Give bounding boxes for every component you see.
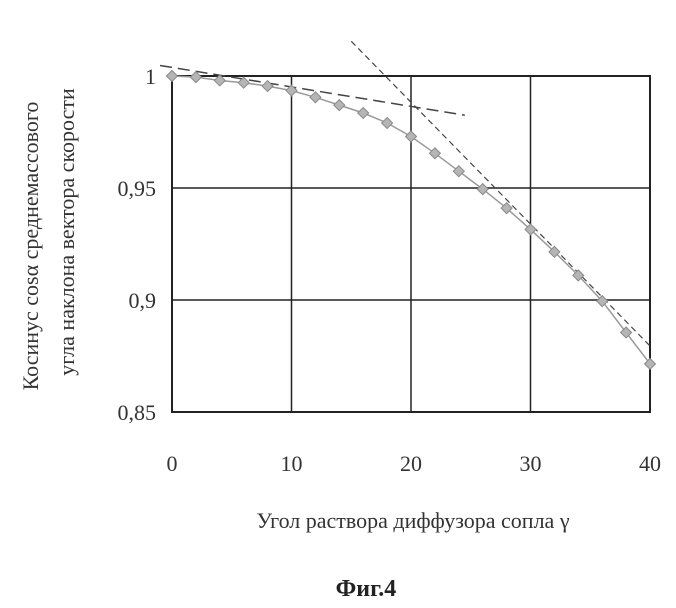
data-point-7 — [334, 100, 345, 111]
data-point-8 — [358, 107, 369, 118]
x-tick-label-1: 10 — [281, 451, 303, 476]
x-tick-label-4: 40 — [639, 451, 661, 476]
y-tick-label-0: 0,85 — [118, 400, 157, 425]
data-point-9 — [382, 118, 393, 129]
data-point-11 — [429, 148, 440, 159]
plot-grid — [172, 76, 650, 412]
y-axis-title-line-1: Косинус cosα среднемассового — [18, 102, 43, 391]
y-tick-label-3: 1 — [145, 64, 156, 89]
y-tick-labels: 0,85 0,9 0,95 1 — [118, 64, 157, 425]
y-tick-label-2: 0,95 — [118, 176, 157, 201]
tangent-line-1 — [160, 65, 465, 115]
x-axis-title: Угол раствора диффузора сопла γ — [256, 508, 569, 533]
data-point-0 — [167, 71, 178, 82]
x-tick-label-3: 30 — [520, 451, 542, 476]
x-tick-label-0: 0 — [167, 451, 178, 476]
y-tick-label-1: 0,9 — [129, 288, 157, 313]
x-tick-labels: 0 10 20 30 40 — [167, 451, 662, 476]
y-axis-title-line-2: угла наклона вектора скорости — [54, 88, 79, 376]
x-tick-label-2: 20 — [400, 451, 422, 476]
data-point-6 — [310, 92, 321, 103]
data-point-4 — [262, 81, 273, 92]
data-point-12 — [453, 166, 464, 177]
figure-caption: Фиг.4 — [336, 576, 397, 602]
data-point-1 — [190, 72, 201, 83]
data-point-10 — [406, 131, 417, 142]
